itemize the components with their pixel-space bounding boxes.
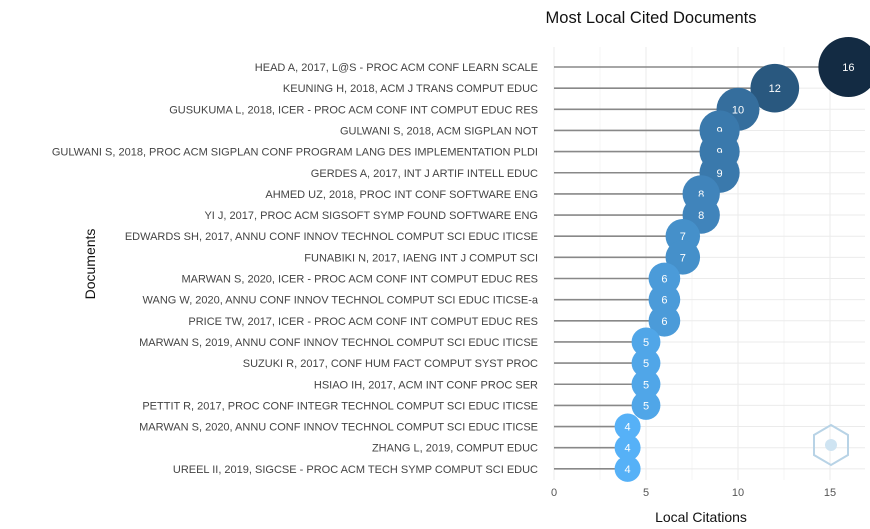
x-tick-label: 5 xyxy=(643,487,649,499)
citation-bubble xyxy=(614,434,641,461)
document-label: WANG W, 2020, ANNU CONF INNOV TECHNOL CO… xyxy=(143,295,539,307)
document-label: MARWAN S, 2020, ICER - PROC ACM CONF INT… xyxy=(181,274,538,286)
citation-value-label: 5 xyxy=(643,358,649,370)
citation-value-label: 8 xyxy=(698,210,704,222)
citation-bubble xyxy=(818,37,870,97)
document-label: MARWAN S, 2020, ANNU CONF INNOV TECHNOL … xyxy=(139,422,538,434)
x-axis-title: Local Citations xyxy=(655,509,747,524)
citation-value-label: 9 xyxy=(717,168,723,180)
document-label: SUZUKI R, 2017, CONF HUM FACT COMPUT SYS… xyxy=(243,358,538,370)
citation-bubble xyxy=(614,455,641,482)
citation-value-label: 7 xyxy=(680,252,686,264)
x-tick-layer: 0 5 10 15 xyxy=(551,487,836,499)
document-label: GUSUKUMA L, 2018, ICER - PROC ACM CONF I… xyxy=(169,104,538,116)
document-label: AHMED UZ, 2018, PROC INT CONF SOFTWARE E… xyxy=(265,189,538,201)
citation-bubble xyxy=(665,240,701,275)
citation-value-label: 5 xyxy=(643,337,649,349)
citation-value-label: 5 xyxy=(643,379,649,391)
citation-value-label: 9 xyxy=(717,125,723,137)
watermark-logo xyxy=(813,423,849,467)
citation-bubble xyxy=(631,348,661,378)
citation-value-label: 4 xyxy=(625,464,631,476)
citation-bubble xyxy=(631,390,661,420)
citation-value-label: 4 xyxy=(625,443,631,455)
document-label: GULWANI S, 2018, ACM SIGPLAN NOT xyxy=(340,125,538,137)
watermark-hexagon-icon xyxy=(813,423,849,467)
citation-bubble xyxy=(614,413,641,440)
document-label: ZHANG L, 2019, COMPUT EDUC xyxy=(372,443,538,455)
document-label: KEUNING H, 2018, ACM J TRANS COMPUT EDUC xyxy=(283,83,538,95)
citation-value-label: 6 xyxy=(661,316,667,328)
citation-value-label: 10 xyxy=(732,104,744,116)
document-label: PRICE TW, 2017, ICER - PROC ACM CONF INT… xyxy=(188,316,538,328)
citation-value-label: 8 xyxy=(698,189,704,201)
grid-layer xyxy=(553,47,865,480)
x-tick-label: 15 xyxy=(824,487,836,499)
document-label: HSIAO IH, 2017, ACM INT CONF PROC SER xyxy=(314,379,538,391)
document-label: YI J, 2017, PROC ACM SIGSOFT SYMP FOUND … xyxy=(204,210,538,222)
document-label: MARWAN S, 2019, ANNU CONF INNOV TECHNOL … xyxy=(139,337,538,349)
citation-value-label: 4 xyxy=(625,422,631,434)
citation-bubble xyxy=(631,369,661,399)
citation-value-label: 7 xyxy=(680,231,686,243)
document-label: GERDES A, 2017, INT J ARTIF INTELL EDUC xyxy=(311,168,538,180)
citation-value-label: 12 xyxy=(769,83,781,95)
document-label: PETTIT R, 2017, PROC CONF INTEGR TECHNOL… xyxy=(142,400,538,412)
citation-bubble xyxy=(631,327,661,357)
citation-value-label: 6 xyxy=(661,295,667,307)
y-axis-title: Documents xyxy=(82,229,98,300)
document-label: UREEL II, 2019, SIGCSE - PROC ACM TECH S… xyxy=(173,464,538,476)
citation-value-label: 6 xyxy=(661,274,667,286)
watermark-dot-icon xyxy=(825,439,837,451)
citation-value-label: 9 xyxy=(717,147,723,159)
chart-title: Most Local Cited Documents xyxy=(546,9,757,27)
x-tick-label: 10 xyxy=(732,487,744,499)
document-label: HEAD A, 2017, L@S - PROC ACM CONF LEARN … xyxy=(255,62,538,74)
citation-bubble xyxy=(750,63,800,113)
citation-bubble xyxy=(648,304,681,337)
document-label: EDWARDS SH, 2017, ANNU CONF INNOV TECHNO… xyxy=(125,231,538,243)
x-tick-label: 0 xyxy=(551,487,557,499)
citation-value-label: 16 xyxy=(842,62,854,74)
document-label: GULWANI S, 2018, PROC ACM SIGPLAN CONF P… xyxy=(52,147,538,159)
citation-value-label: 5 xyxy=(643,400,649,412)
document-label: FUNABIKI N, 2017, IAENG INT J COMPUT SCI xyxy=(304,252,538,264)
document-label-layer: HEAD A, 2017, L@S - PROC ACM CONF LEARN … xyxy=(52,62,539,476)
